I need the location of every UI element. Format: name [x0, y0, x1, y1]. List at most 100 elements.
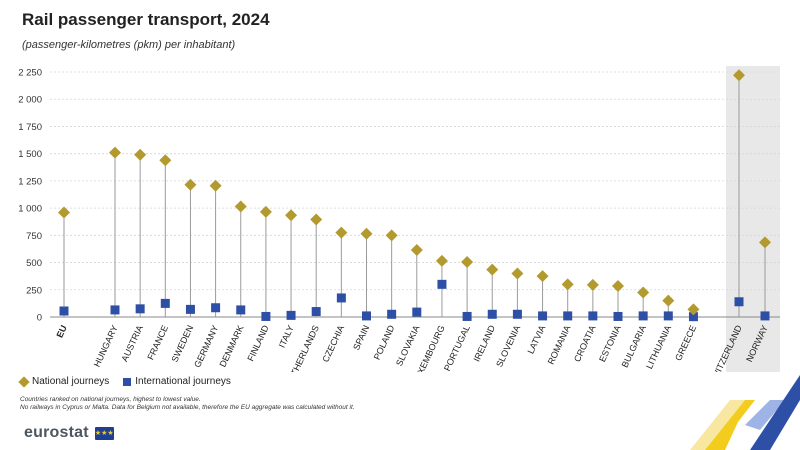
category-label: FINLAND [245, 323, 271, 363]
category-label: CZECHIA [320, 324, 346, 364]
chart-subtitle: (passenger-kilometres (pkm) per inhabita… [22, 39, 236, 51]
national-point [561, 278, 574, 291]
international-point [412, 307, 422, 317]
national-point [385, 229, 398, 242]
international-point [688, 312, 698, 322]
national-point [759, 236, 771, 249]
category-label: GERMANY [192, 324, 220, 369]
national-point [209, 179, 222, 192]
international-point [512, 309, 522, 319]
decorative-stripes [690, 375, 800, 450]
footnote-2: No railways in Cyprus or Malta. Data for… [20, 404, 355, 411]
national-point [285, 209, 298, 222]
eu-flag-icon: ★★★ [94, 426, 114, 440]
national-point [259, 205, 272, 218]
logo-text: eurostat [24, 424, 89, 441]
national-point [461, 256, 474, 269]
category-label: AUSTRIA [119, 324, 145, 364]
international-point [387, 309, 397, 319]
international-point [135, 304, 145, 314]
deco-stripe-yellow [705, 400, 755, 450]
international-point [588, 311, 598, 321]
category-label: ITALY [277, 324, 296, 350]
national-point [586, 278, 599, 291]
international-point [336, 293, 346, 303]
international-point [311, 307, 321, 317]
international-point [211, 303, 221, 313]
legend-label-international: International journeys [135, 376, 231, 387]
national-point [536, 270, 549, 283]
national-point [486, 263, 499, 276]
international-point [538, 311, 548, 321]
international-point [286, 310, 296, 320]
deco-stripe-light-yellow [690, 400, 745, 450]
national-point [733, 69, 745, 82]
national-point [335, 226, 348, 239]
chart-title: Rail passenger transport, 2024 [22, 10, 270, 29]
international-square-icon [123, 377, 132, 386]
y-tick-label: 0 [37, 313, 42, 324]
national-point [159, 154, 172, 167]
international-point [160, 298, 170, 308]
international-point [261, 311, 271, 321]
y-tick-label: 2 000 [18, 95, 42, 106]
international-point [59, 306, 69, 316]
national-point [637, 286, 650, 299]
national-point [687, 303, 700, 316]
category-label: SLOVAKIA [394, 324, 422, 368]
category-label: LITHUANIA [644, 324, 673, 371]
international-point [362, 311, 371, 321]
international-point [734, 297, 744, 307]
y-tick-label: 750 [26, 231, 42, 242]
international-point [110, 305, 120, 315]
legend-item-international: International journeys [123, 376, 231, 387]
category-label: EU [54, 324, 68, 340]
y-tick-label: 1 500 [18, 149, 42, 160]
category-label: ESTONIA [597, 324, 623, 364]
deco-stripe-blue [750, 375, 800, 450]
international-point [462, 311, 472, 321]
y-tick-label: 1 250 [18, 176, 42, 187]
legend-label-national: National journeys [32, 376, 110, 387]
category-label: CROATIA [572, 324, 598, 364]
international-point [437, 279, 447, 289]
international-point [487, 309, 497, 319]
category-label: LATVIA [525, 324, 547, 356]
category-label: PORTUGAL [442, 324, 472, 372]
footnotes: Countries ranked on national journeys, h… [20, 396, 355, 412]
category-label: BULGARIA [620, 324, 648, 369]
eurostat-logo: eurostat ★★★ [24, 424, 114, 442]
international-point [663, 311, 673, 321]
category-label: FRANCE [145, 324, 170, 362]
category-label: HUNGARY [92, 324, 120, 369]
national-point [234, 200, 247, 213]
national-point [134, 148, 147, 161]
footnote-1: Countries ranked on national journeys, h… [20, 396, 201, 403]
national-point [184, 178, 197, 191]
national-point [662, 294, 675, 307]
national-diamond-icon [18, 375, 30, 388]
national-point [58, 206, 70, 219]
category-label: SLOVENIA [494, 324, 522, 369]
international-point [236, 305, 246, 315]
international-point [563, 311, 573, 321]
category-label: IRELAND [472, 323, 498, 363]
category-label: ROMANIA [546, 324, 573, 366]
national-point [435, 254, 448, 267]
national-point [612, 279, 624, 292]
deco-stripe-light-blue [745, 400, 785, 430]
non-eu-highlight-band [726, 66, 780, 372]
national-point [109, 146, 121, 159]
category-label: POLAND [372, 323, 397, 361]
y-tick-label: 250 [26, 285, 42, 296]
category-label: SPAIN [351, 324, 371, 352]
y-tick-label: 500 [26, 258, 42, 269]
international-point [638, 311, 648, 321]
flag-stars: ★★★ [94, 429, 114, 437]
legend-item-national: National journeys [18, 375, 110, 388]
y-tick-label: 1 000 [18, 204, 42, 215]
national-point [310, 213, 323, 226]
international-point [185, 304, 195, 314]
category-label: SWEDEN [169, 324, 195, 364]
national-point [360, 227, 373, 240]
